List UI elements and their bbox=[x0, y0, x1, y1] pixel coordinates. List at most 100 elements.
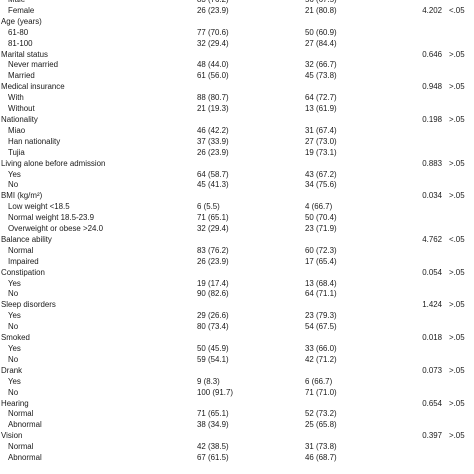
count-percent-cell: 48 (44.0) bbox=[197, 60, 229, 70]
table-row: Overweight or obese >24.0 32 (29.4) 23 (71… bbox=[0, 224, 474, 235]
variable-label: Female bbox=[8, 5, 35, 15]
p-value-cell: >.05 bbox=[449, 267, 465, 277]
count-percent-cell: 33 (66.0) bbox=[305, 344, 337, 353]
table-row: Male 83 (76.2) 56 (67.5) bbox=[0, 0, 474, 6]
variable-label: Yes bbox=[8, 344, 21, 353]
variable-label: Married bbox=[8, 71, 35, 81]
table-group-row: Age (years) bbox=[0, 17, 474, 28]
count-percent-cell: 19 (17.4) bbox=[197, 278, 229, 288]
statistic-cell: 0.397 bbox=[422, 431, 442, 441]
table-row: Yes 50 (45.9) 33 (66.0) bbox=[0, 344, 474, 355]
variable-label: 61-80 bbox=[8, 27, 29, 37]
count-percent-cell: 26 (23.9) bbox=[197, 5, 229, 15]
count-percent-cell: 6 (5.5) bbox=[197, 202, 220, 212]
count-percent-cell: 37 (33.9) bbox=[197, 136, 229, 146]
count-percent-cell: 61 (56.0) bbox=[197, 71, 229, 81]
table-row: Normal weight 18.5-23.9 71 (65.1) 50 (70.4… bbox=[0, 213, 474, 224]
count-percent-cell: 50 (45.9) bbox=[197, 344, 229, 353]
variable-label: Yes bbox=[8, 169, 21, 179]
count-percent-cell: 13 (68.4) bbox=[305, 278, 337, 288]
count-percent-cell: 42 (38.5) bbox=[197, 442, 229, 452]
variable-label: Medical insurance bbox=[1, 82, 65, 92]
count-percent-cell: 31 (73.8) bbox=[305, 442, 337, 452]
table-row: Married 61 (56.0) 45 (73.8) bbox=[0, 71, 474, 82]
count-percent-cell: 9 (8.3) bbox=[197, 376, 220, 386]
variable-label: No bbox=[8, 289, 19, 299]
count-percent-cell: 88 (80.7) bbox=[197, 93, 229, 103]
table-group-row: Medical insurance 0.948 >.05 bbox=[0, 82, 474, 93]
table-row: No 45 (41.3) 34 (75.6) bbox=[0, 180, 474, 191]
table-body: Male 83 (76.2) 56 (67.5) Female 26 (23.9) 21 … bbox=[0, 0, 474, 463]
count-percent-cell: 6 (66.7) bbox=[305, 376, 333, 386]
count-percent-cell: 64 (58.7) bbox=[197, 169, 229, 179]
p-value-cell: >.05 bbox=[449, 82, 465, 92]
p-value-cell: <.05 bbox=[449, 234, 465, 244]
table-group-row: Nationality 0.198 >.05 bbox=[0, 115, 474, 126]
variable-label: Tujia bbox=[8, 147, 25, 157]
table-row: Miao 46 (42.2) 31 (67.4) bbox=[0, 126, 474, 137]
count-percent-cell: 26 (23.9) bbox=[197, 256, 229, 266]
table-row: Han nationality 37 (33.9) 27 (73.0) bbox=[0, 137, 474, 148]
table-row: 61-80 77 (70.6) 50 (60.9) bbox=[0, 28, 474, 39]
count-percent-cell: 25 (65.8) bbox=[305, 420, 337, 430]
p-value-cell: >.05 bbox=[449, 300, 465, 310]
variable-label: BMI (kg/m²) bbox=[1, 191, 43, 201]
count-percent-cell: 27 (73.0) bbox=[305, 136, 337, 146]
variable-label: Drank bbox=[1, 365, 23, 375]
count-percent-cell: 71 (65.1) bbox=[197, 213, 229, 223]
table-row: Low weight <18.5 6 (5.5) 4 (66.7) bbox=[0, 202, 474, 213]
count-percent-cell: 90 (82.6) bbox=[197, 289, 229, 299]
table-group-row: Drank 0.073 >.05 bbox=[0, 366, 474, 377]
statistic-cell: 0.018 bbox=[422, 333, 442, 343]
variable-label: With bbox=[8, 93, 24, 103]
table-group-row: Marital status 0.646 >.05 bbox=[0, 50, 474, 61]
count-percent-cell: 50 (70.4) bbox=[305, 213, 337, 223]
count-percent-cell: 56 (67.5) bbox=[305, 0, 337, 6]
variable-label: Low weight <18.5 bbox=[8, 202, 70, 212]
statistic-cell: 4.202 bbox=[422, 5, 442, 15]
variable-label: No bbox=[8, 387, 19, 397]
count-percent-cell: 31 (67.4) bbox=[305, 125, 337, 135]
count-percent-cell: 43 (67.2) bbox=[305, 169, 337, 179]
statistic-cell: 0.034 bbox=[422, 191, 442, 201]
count-percent-cell: 38 (34.9) bbox=[197, 420, 229, 430]
count-percent-cell: 4 (66.7) bbox=[305, 202, 333, 212]
table-group-row: BMI (kg/m²) 0.034 >.05 bbox=[0, 191, 474, 202]
count-percent-cell: 42 (71.2) bbox=[305, 354, 337, 364]
variable-label: Balance ability bbox=[1, 234, 52, 244]
table-group-row: Vision 0.397 >.05 bbox=[0, 431, 474, 442]
variable-label: Constipation bbox=[1, 267, 45, 277]
count-percent-cell: 60 (72.3) bbox=[305, 245, 337, 255]
count-percent-cell: 77 (70.6) bbox=[197, 27, 229, 37]
count-percent-cell: 45 (73.8) bbox=[305, 71, 337, 81]
count-percent-cell: 21 (19.3) bbox=[197, 104, 229, 114]
count-percent-cell: 71 (71.0) bbox=[305, 387, 337, 397]
variable-label: Marital status bbox=[1, 49, 48, 59]
count-percent-cell: 80 (73.4) bbox=[197, 322, 229, 332]
table-row: Never married 48 (44.0) 32 (66.7) bbox=[0, 60, 474, 71]
variable-label: Yes bbox=[8, 376, 21, 386]
table-row: Without 21 (19.3) 13 (61.9) bbox=[0, 104, 474, 115]
statistic-cell: 4.762 bbox=[422, 234, 442, 244]
count-percent-cell: 64 (71.1) bbox=[305, 289, 337, 299]
table-row: Normal 71 (65.1) 52 (73.2) bbox=[0, 409, 474, 420]
variable-label: Hearing bbox=[1, 398, 29, 408]
variable-label: No bbox=[8, 180, 19, 190]
variable-label: Age (years) bbox=[1, 16, 42, 26]
variable-label: Living alone before admission bbox=[1, 158, 106, 168]
statistic-cell: 0.073 bbox=[422, 365, 442, 375]
statistic-cell: 0.198 bbox=[422, 114, 442, 124]
variable-label: Smoked bbox=[1, 333, 30, 343]
count-percent-cell: 21 (80.8) bbox=[305, 5, 337, 15]
variable-label: Male bbox=[8, 0, 25, 6]
count-percent-cell: 83 (76.2) bbox=[197, 0, 229, 6]
table-row: No 90 (82.6) 64 (71.1) bbox=[0, 289, 474, 300]
count-percent-cell: 50 (60.9) bbox=[305, 27, 337, 37]
table-group-row: Balance ability 4.762 <.05 bbox=[0, 235, 474, 246]
count-percent-cell: 45 (41.3) bbox=[197, 180, 229, 190]
count-percent-cell: 32 (66.7) bbox=[305, 60, 337, 70]
table-row: Abnormal 38 (34.9) 25 (65.8) bbox=[0, 420, 474, 431]
table-row: Tujia 26 (23.9) 19 (73.1) bbox=[0, 148, 474, 159]
variable-label: Abnormal bbox=[8, 453, 42, 463]
table-row: Yes 64 (58.7) 43 (67.2) bbox=[0, 170, 474, 181]
